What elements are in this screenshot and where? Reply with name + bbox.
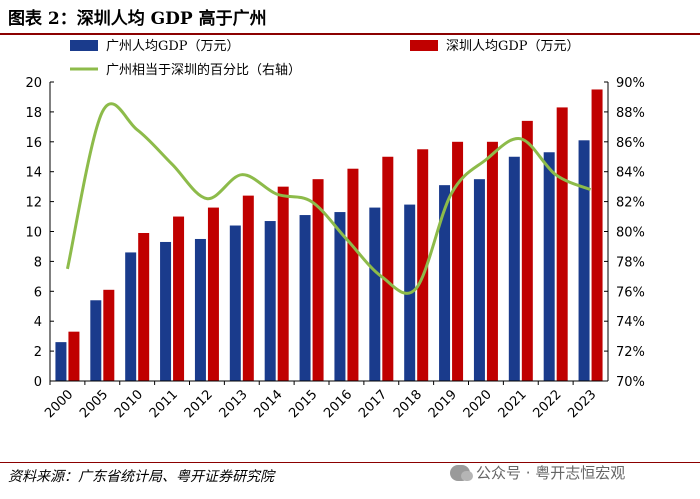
y-tick-label-left: 18 (25, 106, 42, 121)
bar-shenzhen (556, 107, 568, 381)
x-tick-label: 2012 (182, 387, 216, 421)
y-tick-label-right: 74% (616, 315, 645, 330)
y-tick-label-right: 82% (616, 196, 645, 211)
bar-shenzhen (521, 120, 533, 382)
x-tick-label: 2010 (112, 387, 146, 421)
y-tick-label-left: 0 (34, 375, 42, 390)
legend-guangzhou-label: 广州人均GDP（万元） (106, 39, 240, 54)
bar-guangzhou (473, 179, 485, 381)
y-tick-label-left: 12 (25, 196, 42, 211)
bar-guangzhou (439, 185, 451, 381)
legend-ratio-label: 广州相当于深圳的百分比（右轴） (106, 62, 301, 78)
y-tick-label-left: 20 (25, 76, 42, 91)
y-tick-label-left: 8 (34, 255, 42, 270)
y-tick-label-right: 70% (616, 375, 645, 390)
x-tick-label: 2017 (356, 387, 390, 421)
watermark: 公众号 · 粤开志恒宏观 (450, 462, 625, 483)
y-tick-label-right: 84% (616, 166, 645, 181)
bar-guangzhou (160, 241, 172, 381)
bar-guangzhou (578, 140, 590, 381)
bar-shenzhen (452, 141, 464, 381)
bar-guangzhou (543, 152, 555, 381)
bar-shenzhen (68, 331, 80, 381)
y-tick-label-right: 88% (616, 106, 645, 121)
x-tick-label: 2013 (217, 387, 251, 421)
y-tick-label-left: 14 (25, 166, 42, 181)
bar-shenzhen (103, 289, 115, 381)
y-tick-label-right: 72% (616, 345, 645, 360)
title-divider (0, 33, 700, 35)
bar-guangzhou (264, 221, 276, 381)
x-tick-label: 2014 (252, 387, 286, 421)
x-tick-label: 2000 (42, 387, 76, 421)
bar-shenzhen (417, 149, 429, 381)
x-tick-label: 2020 (461, 387, 495, 421)
x-tick-label: 2005 (77, 387, 111, 421)
bar-guangzhou (369, 207, 381, 381)
x-tick-label: 2018 (391, 387, 425, 421)
bar-shenzhen (347, 168, 359, 381)
y-tick-label-left: 2 (34, 345, 42, 360)
bar-shenzhen (138, 232, 150, 381)
bar-guangzhou (90, 300, 102, 381)
x-tick-label: 2015 (286, 387, 320, 421)
y-tick-label-left: 10 (25, 226, 42, 241)
bar-shenzhen (591, 89, 603, 381)
bar-shenzhen (242, 195, 254, 381)
y-tick-label-left: 6 (34, 285, 42, 300)
chart-title: 图表 2：深圳人均 GDP 高于广州 (8, 9, 267, 29)
bar-shenzhen (277, 186, 289, 381)
footer-divider (0, 462, 700, 463)
legend-guangzhou-swatch (70, 40, 98, 51)
x-tick-label: 2021 (496, 387, 530, 421)
bar-guangzhou (229, 225, 241, 381)
x-tick-label: 2023 (565, 387, 599, 421)
chart: 0 2 4 6 8 10 12 14 16 18 20 70% 72% 74% 76% 78% 80% 82% 84… (25, 39, 645, 421)
wechat-icon (450, 464, 473, 481)
bar-shenzhen (312, 179, 324, 381)
y-tick-label-right: 80% (616, 226, 645, 241)
legend-shenzhen-swatch (410, 40, 438, 51)
source-note: 资料来源：广东省统计局、粤开证券研究院 (8, 469, 274, 485)
bar-guangzhou (334, 212, 346, 381)
x-tick-label: 2022 (531, 387, 565, 421)
y-tick-label-right: 90% (616, 76, 645, 91)
bar-guangzhou (125, 252, 137, 381)
y-tick-label-right: 76% (616, 285, 645, 300)
legend-shenzhen-label: 深圳人均GDP（万元） (446, 39, 580, 54)
bar-guangzhou (194, 238, 206, 381)
y-tick-label-right: 86% (616, 136, 645, 151)
x-tick-label: 2019 (426, 387, 460, 421)
y-tick-label-left: 16 (25, 136, 42, 151)
bar-shenzhen (382, 156, 394, 381)
bar-guangzhou (508, 156, 520, 381)
y-tick-label-left: 4 (34, 315, 42, 330)
x-tick-label: 2011 (147, 387, 181, 421)
bar-guangzhou (55, 342, 67, 381)
line-ratio (65, 102, 592, 295)
watermark-text: 公众号 · 粤开志恒宏观 (476, 464, 626, 482)
y-tick-label-right: 78% (616, 255, 645, 270)
bar-guangzhou (299, 215, 311, 381)
x-tick-label: 2016 (321, 387, 355, 421)
bar-shenzhen (173, 216, 185, 381)
bar-shenzhen (486, 141, 498, 381)
bar-shenzhen (207, 207, 219, 381)
